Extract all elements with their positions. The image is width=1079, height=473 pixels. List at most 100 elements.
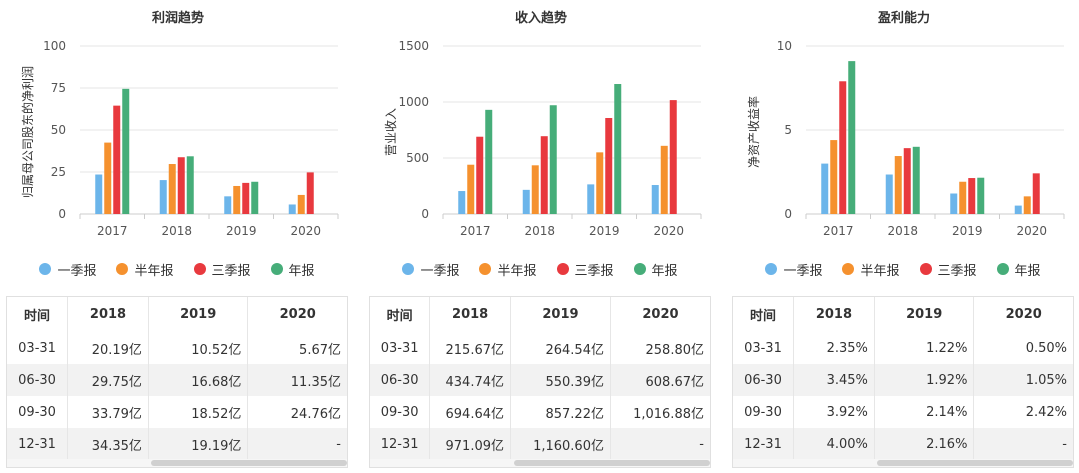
table-cell: 5.67亿 — [299, 342, 341, 358]
legend-item[interactable]: 年报 — [996, 260, 1041, 279]
horizontal-scrollbar-thumb[interactable] — [877, 460, 1073, 466]
bar[interactable] — [113, 105, 121, 214]
bar[interactable] — [522, 189, 530, 214]
bar[interactable] — [977, 177, 985, 214]
bar[interactable] — [660, 145, 668, 214]
profit-trend-panel: 利润趋势 归属母公司股东的净利润 0 25 50 75 100 2017 2018 2019 202… — [0, 0, 354, 473]
bar[interactable] — [531, 165, 539, 214]
bar[interactable] — [159, 180, 167, 214]
y-tick-label: 0 — [421, 207, 429, 221]
horizontal-scrollbar-track[interactable] — [7, 459, 347, 467]
bar[interactable] — [104, 142, 112, 214]
bar[interactable] — [669, 100, 677, 214]
bar[interactable] — [885, 174, 893, 214]
legend-label: 半年报 — [860, 263, 900, 279]
bar[interactable] — [186, 156, 194, 214]
legend-dot-icon — [996, 263, 1009, 275]
table-cell: 857.22亿 — [510, 396, 611, 428]
bar[interactable] — [242, 182, 250, 214]
legend-dot-icon — [633, 263, 646, 275]
table-cell: 33.79亿 — [67, 396, 149, 428]
bar[interactable] — [168, 164, 176, 214]
bar[interactable] — [458, 191, 466, 214]
bar[interactable] — [968, 178, 976, 214]
legend-item[interactable]: 半年报 — [116, 260, 174, 279]
row-label: 09-30 — [7, 396, 69, 428]
legend-item[interactable]: 一季报 — [765, 260, 822, 279]
bar[interactable] — [251, 181, 259, 214]
bar[interactable] — [122, 88, 130, 214]
chart-title: 收入趋势 — [515, 10, 567, 26]
bar[interactable] — [605, 117, 613, 214]
bar[interactable] — [894, 156, 902, 214]
bar[interactable] — [587, 184, 595, 214]
legend-item[interactable]: 半年报 — [842, 260, 900, 279]
horizontal-scrollbar-thumb[interactable] — [514, 460, 710, 466]
y-tick-label: 75 — [51, 81, 66, 95]
legend-item[interactable]: 半年报 — [479, 260, 537, 279]
horizontal-scrollbar-track[interactable] — [733, 459, 1073, 467]
table-cell: 11.35亿 — [247, 364, 347, 396]
bar[interactable] — [95, 174, 103, 214]
horizontal-scrollbar-track[interactable] — [370, 459, 710, 467]
table-row: 12-31 4.00% 2.16% - — [733, 428, 1073, 460]
bar[interactable] — [485, 109, 493, 214]
legend-item[interactable]: 三季报 — [919, 260, 977, 279]
legend-item[interactable]: 三季报 — [193, 260, 251, 279]
legend-label: 年报 — [651, 263, 678, 279]
x-tick-label: 2020 — [653, 224, 684, 238]
row-label: 03-31 — [7, 332, 69, 364]
legend-item[interactable]: 三季报 — [556, 260, 614, 279]
row-label: 12-31 — [733, 428, 794, 460]
bar[interactable] — [224, 196, 232, 214]
bar[interactable] — [177, 157, 185, 214]
bar[interactable] — [950, 193, 958, 214]
y-tick-label: 1500 — [398, 39, 429, 53]
x-tick-label: 2018 — [161, 224, 192, 238]
legend-item[interactable]: 一季报 — [39, 260, 96, 279]
table-header-row: 时间 2018 2019 2020 — [7, 297, 347, 332]
x-tick-label: 2017 — [97, 224, 128, 238]
bar[interactable] — [614, 84, 622, 214]
horizontal-scrollbar-thumb[interactable] — [151, 460, 347, 466]
bar[interactable] — [821, 163, 829, 214]
legend-item[interactable]: 年报 — [270, 260, 315, 279]
legend-item[interactable]: 一季报 — [402, 260, 459, 279]
bar[interactable] — [297, 194, 305, 214]
bar[interactable] — [912, 146, 920, 214]
bar[interactable] — [830, 140, 838, 214]
bar[interactable] — [1023, 196, 1031, 214]
bar[interactable] — [959, 181, 967, 214]
bar[interactable] — [1014, 205, 1022, 214]
x-tick-label: 2017 — [823, 224, 854, 238]
bar[interactable] — [467, 164, 475, 214]
revenue-trend-legend: 一季报 半年报 三季报 年报 — [363, 259, 717, 279]
table-cell: 971.09亿 — [429, 428, 511, 460]
column-header: 时间 — [733, 297, 794, 332]
legend-item[interactable]: 年报 — [633, 260, 678, 279]
row-label: 09-30 — [370, 396, 431, 428]
column-header: 2020 — [973, 297, 1073, 332]
bar[interactable] — [476, 136, 484, 214]
y-tick-label: 0 — [784, 207, 792, 221]
bar[interactable] — [549, 105, 557, 214]
bar[interactable] — [839, 81, 847, 214]
legend-label: 年报 — [1014, 263, 1041, 279]
bar[interactable] — [288, 204, 296, 214]
table-cell: 19.19亿 — [148, 428, 249, 460]
legend-label: 三季报 — [937, 263, 977, 279]
revenue-table: 时间 2018 2019 2020 03-31 215.67亿 264.54亿 258.80亿… — [369, 296, 711, 468]
bar[interactable] — [651, 185, 659, 214]
bar[interactable] — [903, 148, 911, 214]
bar[interactable] — [540, 136, 548, 214]
row-label: 06-30 — [733, 364, 794, 396]
bar[interactable] — [848, 61, 856, 215]
chart-title: 盈利能力 — [877, 10, 930, 26]
y-axis-label: 归属母公司股东的净利润 — [20, 66, 35, 198]
legend-label: 三季报 — [574, 263, 614, 279]
bar[interactable] — [596, 152, 604, 214]
bar[interactable] — [233, 185, 241, 214]
bar[interactable] — [1032, 173, 1040, 214]
bar[interactable] — [306, 172, 314, 214]
table-cell: 2.35% — [793, 332, 875, 364]
